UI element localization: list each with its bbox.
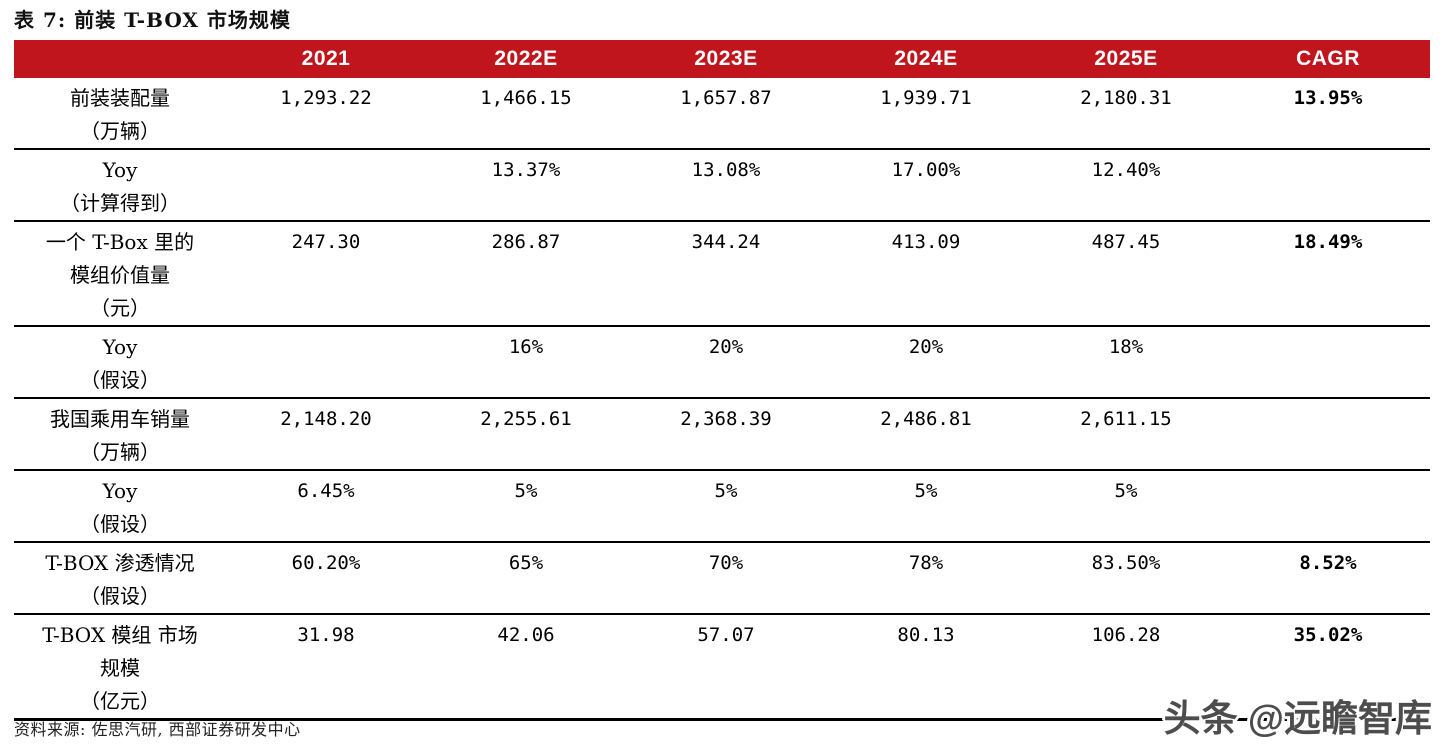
value-cell: 2,148.20 <box>280 408 372 430</box>
value-cell: 247.30 <box>291 231 361 253</box>
value-cell: 2,486.81 <box>880 408 972 430</box>
table-row-tbox-module-market: T-BOX 模组 市场 规模 （亿元） 31.98 42.06 57.07 80… <box>14 614 1430 720</box>
watermark-text: 头条 @远瞻智库 <box>1163 698 1432 739</box>
value-cell: 57.07 <box>697 624 755 646</box>
row-label-line: Yoy <box>102 335 138 359</box>
row-label-line: 前装装配量 <box>70 86 170 110</box>
column-header-2024e: 2024E <box>826 40 1026 78</box>
row-label: T-BOX 模组 市场 规模 （亿元） <box>14 614 226 720</box>
value-cell: 12.40% <box>1091 159 1161 181</box>
column-header-blank <box>14 40 226 78</box>
row-label-line: （亿元） <box>80 689 160 713</box>
value-cell <box>226 149 426 221</box>
row-label: Yoy （计算得到） <box>14 149 226 221</box>
row-label: T-BOX 渗透情况 （假设） <box>14 542 226 614</box>
table-row-install-volume: 前装装配量 （万辆） 1,293.22 1,466.15 1,657.87 1,… <box>14 78 1430 149</box>
value-cell: 16% <box>508 336 544 358</box>
cagr-cell <box>1226 326 1430 398</box>
table-row-yoy-calculated: Yoy （计算得到） 13.37% 13.08% 17.00% 12.40% <box>14 149 1430 221</box>
column-header-2022e: 2022E <box>426 40 626 78</box>
value-cell <box>226 326 426 398</box>
value-cell: 80.13 <box>897 624 955 646</box>
row-label-line: （万辆） <box>80 119 160 143</box>
value-cell: 60.20% <box>291 552 361 574</box>
value-cell: 1,466.15 <box>480 87 572 109</box>
row-label: 一个 T-Box 里的 模组价值量 （元） <box>14 221 226 326</box>
value-cell: 18% <box>1108 336 1144 358</box>
value-cell: 70% <box>708 552 744 574</box>
value-cell: 1,657.87 <box>680 87 772 109</box>
table-row-yoy-assumed-2: Yoy （假设） 6.45% 5% 5% 5% 5% <box>14 470 1430 542</box>
cagr-cell: 18.49% <box>1293 231 1363 253</box>
value-cell: 6.45% <box>297 480 355 502</box>
value-cell: 5% <box>714 480 738 502</box>
value-cell: 20% <box>908 336 944 358</box>
row-label: Yoy （假设） <box>14 470 226 542</box>
value-cell: 13.37% <box>491 159 561 181</box>
table-row-yoy-assumed-1: Yoy （假设） 16% 20% 20% 18% <box>14 326 1430 398</box>
market-size-table: 2021 2022E 2023E 2024E 2025E CAGR 前装装配量 … <box>14 40 1430 721</box>
column-header-cagr: CAGR <box>1226 40 1430 78</box>
row-label-line: T-BOX 模组 市场 <box>42 623 198 647</box>
column-header-2021: 2021 <box>226 40 426 78</box>
page-title: 表 7: 前装 T-BOX 市场规模 <box>14 8 291 32</box>
value-cell: 5% <box>1114 480 1138 502</box>
value-cell: 13.08% <box>691 159 761 181</box>
row-label-line: T-BOX 渗透情况 <box>45 551 195 575</box>
source-note: 资料来源: 佐思汽研, 西部证券研发中心 <box>14 720 301 739</box>
row-label: 我国乘用车销量 （万辆） <box>14 398 226 470</box>
value-cell: 2,611.15 <box>1080 408 1172 430</box>
value-cell: 487.45 <box>1091 231 1161 253</box>
value-cell: 106.28 <box>1091 624 1161 646</box>
cagr-cell: 13.95% <box>1293 87 1363 109</box>
cagr-cell <box>1226 149 1430 221</box>
header-row: 2021 2022E 2023E 2024E 2025E CAGR <box>14 40 1430 78</box>
cagr-cell <box>1226 398 1430 470</box>
value-cell: 5% <box>914 480 938 502</box>
cagr-cell <box>1226 470 1430 542</box>
value-cell: 2,255.61 <box>480 408 572 430</box>
value-cell: 1,293.22 <box>280 87 372 109</box>
table-row-passenger-car-sales: 我国乘用车销量 （万辆） 2,148.20 2,255.61 2,368.39 … <box>14 398 1430 470</box>
row-label-line: 规模 <box>100 656 140 680</box>
cagr-cell: 8.52% <box>1299 552 1357 574</box>
row-label-line: （计算得到） <box>60 191 180 215</box>
row-label-line: Yoy <box>102 158 138 182</box>
value-cell: 286.87 <box>491 231 561 253</box>
row-label-line: （万辆） <box>80 440 160 464</box>
column-header-2023e: 2023E <box>626 40 826 78</box>
value-cell: 1,939.71 <box>880 87 972 109</box>
value-cell: 2,180.31 <box>1080 87 1172 109</box>
value-cell: 31.98 <box>297 624 355 646</box>
value-cell: 65% <box>508 552 544 574</box>
value-cell: 78% <box>908 552 944 574</box>
value-cell: 42.06 <box>497 624 555 646</box>
value-cell: 2,368.39 <box>680 408 772 430</box>
column-header-2025e: 2025E <box>1026 40 1226 78</box>
row-label-line: （假设） <box>80 368 160 392</box>
value-cell: 83.50% <box>1091 552 1161 574</box>
row-label-line: （假设） <box>80 512 160 536</box>
row-label-line: Yoy <box>102 479 138 503</box>
row-label-line: 模组价值量 <box>70 263 170 287</box>
row-label: Yoy （假设） <box>14 326 226 398</box>
value-cell: 17.00% <box>891 159 961 181</box>
value-cell: 413.09 <box>891 231 961 253</box>
value-cell: 5% <box>514 480 538 502</box>
table-row-tbox-penetration: T-BOX 渗透情况 （假设） 60.20% 65% 70% 78% 83.50… <box>14 542 1430 614</box>
row-label: 前装装配量 （万辆） <box>14 78 226 149</box>
cagr-cell: 35.02% <box>1293 624 1363 646</box>
value-cell: 344.24 <box>691 231 761 253</box>
row-label-line: 一个 T-Box 里的 <box>45 230 195 254</box>
row-label-line: （假设） <box>80 584 160 608</box>
row-label-line: 我国乘用车销量 <box>50 407 190 431</box>
row-label-line: （元） <box>90 296 150 320</box>
value-cell: 20% <box>708 336 744 358</box>
table-row-module-value: 一个 T-Box 里的 模组价值量 （元） 247.30 286.87 344.… <box>14 221 1430 326</box>
